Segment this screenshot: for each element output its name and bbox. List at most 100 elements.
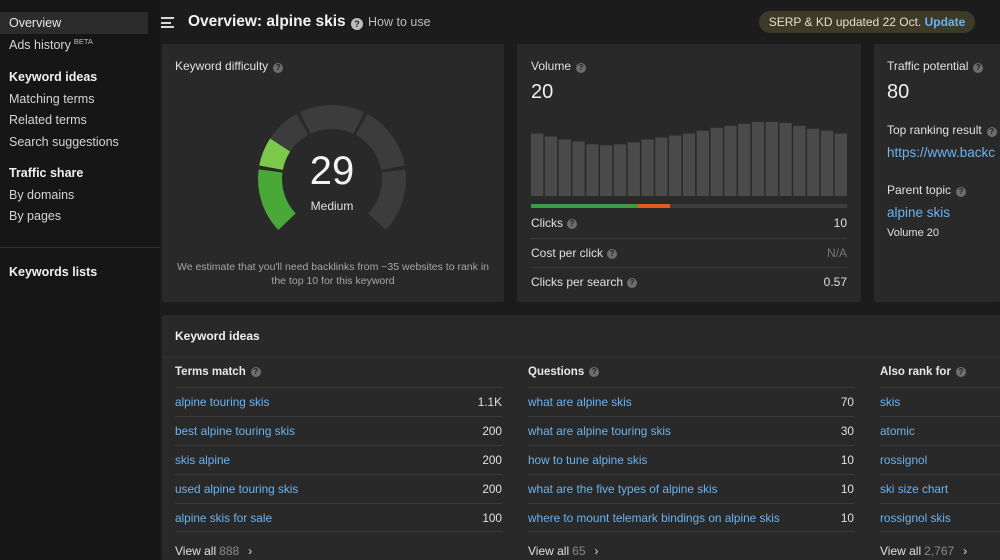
table-row: how to tune alpine skis 10	[528, 445, 854, 474]
keyword-volume: 10	[840, 453, 854, 467]
keyword-link[interactable]: where to mount telemark bindings on alpi…	[528, 511, 780, 525]
tp-label: Traffic potential?	[887, 59, 984, 73]
keyword-link[interactable]: how to tune alpine skis	[528, 453, 648, 467]
also-rank-for-heading: Also rank for?	[880, 366, 966, 378]
questions-help-icon[interactable]: ?	[589, 366, 600, 377]
clicks-help-icon[interactable]: ?	[567, 218, 577, 229]
keyword-volume: 70	[840, 395, 854, 409]
kd-rating: Medium	[310, 199, 354, 213]
update-status-text: SERP & KD updated 22 Oct.	[768, 15, 922, 29]
volume-label-text: Volume	[531, 59, 572, 73]
cpc-label: Cost per click?	[531, 246, 618, 260]
volume-trend-bar	[765, 121, 778, 196]
keyword-ideas-card: Keyword ideas Terms match? alpine tourin…	[162, 315, 1000, 560]
keyword-link[interactable]: used alpine touring skis	[175, 482, 299, 496]
volume-trend-bar	[641, 139, 654, 196]
menu-icon[interactable]	[161, 17, 174, 28]
gauge-segment-empty	[270, 113, 309, 153]
volume-trend-bar	[586, 144, 599, 196]
parent-topic-link[interactable]: alpine skis	[887, 205, 951, 220]
keyword-link[interactable]: best alpine touring skis	[175, 424, 296, 438]
keyword-volume: 200	[482, 424, 502, 438]
cpc-help-icon[interactable]: ?	[607, 248, 618, 259]
kd-help-icon[interactable]: ?	[273, 63, 284, 73]
cpc-value: N/A	[826, 246, 847, 260]
how-to-use-link[interactable]: ? How to use	[351, 15, 431, 30]
table-row: what are alpine touring skis 30	[528, 416, 854, 445]
table-row: skis	[880, 387, 1000, 416]
clicks-value: 10	[833, 216, 847, 230]
keyword-volume: 100	[482, 511, 502, 525]
sidebar-item-search-suggestions[interactable]: Search suggestions	[9, 135, 119, 149]
top-ranking-url[interactable]: https://www.backc	[887, 145, 996, 160]
tp-help-icon[interactable]: ?	[973, 63, 984, 73]
top-ranking-label: Top ranking result?	[887, 123, 997, 137]
keyword-link[interactable]: rossignol	[880, 453, 928, 467]
parent-topic-help-icon[interactable]: ?	[956, 187, 967, 197]
view-all-also-rank-for-link[interactable]: View all 2,767 ›	[880, 544, 968, 558]
volume-trend-bar	[627, 142, 640, 196]
help-icon: ?	[351, 18, 363, 30]
keyword-link[interactable]: ski size chart	[880, 482, 949, 496]
sidebar-item-keywords-lists[interactable]: Keywords lists	[9, 265, 98, 279]
terms-match-heading: Terms match?	[175, 366, 261, 378]
gauge-segment-filled	[258, 169, 297, 230]
tp-label-text: Traffic potential	[887, 59, 969, 73]
sidebar-divider	[0, 247, 160, 248]
cps-help-icon[interactable]: ?	[627, 277, 638, 288]
parent-topic-volume: Volume 20	[887, 227, 939, 239]
volume-trend-bar	[738, 123, 751, 196]
volume-help-icon[interactable]: ?	[576, 63, 587, 73]
also-rank-for-help-icon[interactable]: ?	[955, 366, 966, 377]
kd-value: 29	[309, 149, 355, 193]
beta-badge: BETA	[73, 37, 93, 46]
sidebar-item-related-terms[interactable]: Related terms	[9, 113, 87, 127]
terms-match-help-icon[interactable]: ?	[250, 366, 261, 377]
sidebar-item-by-domains[interactable]: By domains	[9, 188, 75, 202]
sidebar-item-ads-history[interactable]: Ads history BETA	[9, 37, 93, 52]
keyword-link[interactable]: what are alpine skis	[528, 395, 632, 409]
kd-label-text: Keyword difficulty	[175, 59, 269, 73]
volume-trend-bar	[531, 133, 544, 196]
keyword-link[interactable]: alpine skis for sale	[175, 511, 273, 525]
keyword-volume: 200	[482, 482, 502, 496]
keyword-link[interactable]: skis	[880, 395, 901, 409]
volume-trend-bar	[820, 130, 834, 196]
view-all-questions-link[interactable]: View all 65 ›	[528, 544, 599, 558]
view-all-terms-match-link[interactable]: View all 888 ›	[175, 544, 253, 558]
cps-value: 0.57	[823, 275, 847, 289]
clicks-distribution-bar	[531, 204, 847, 208]
keyword-link[interactable]: what are alpine touring skis	[528, 424, 671, 438]
questions-heading: Questions?	[528, 366, 600, 378]
table-row: rossignol skis	[880, 503, 1000, 532]
ads-history-label: Ads history	[9, 38, 71, 52]
keyword-link[interactable]: rossignol skis	[880, 511, 951, 525]
keyword-link[interactable]: alpine touring skis	[175, 395, 270, 409]
sidebar-item-matching-terms[interactable]: Matching terms	[9, 92, 95, 106]
keyword-volume: 30	[840, 424, 854, 438]
sidebar-item-by-pages[interactable]: By pages	[9, 209, 62, 223]
table-row: rossignol	[880, 445, 1000, 474]
sidebar-item-overview[interactable]: Overview	[0, 12, 148, 34]
volume-trend-bar	[779, 122, 792, 196]
keyword-link[interactable]: skis alpine	[175, 453, 231, 467]
gauge-segment-empty	[355, 113, 405, 171]
kd-label: Keyword difficulty?	[175, 59, 284, 73]
keyword-link[interactable]: what are the five types of alpine skis	[528, 482, 718, 496]
keyword-ideas-divider	[162, 357, 1000, 358]
cps-label: Clicks per search?	[531, 275, 638, 289]
sidebar: Overview Ads history BETA Keyword ideas M…	[0, 0, 160, 560]
volume-trend-bar	[682, 133, 696, 196]
volume-card: Volume? 20 Clicks? 10 Cost per click? N/…	[517, 44, 861, 302]
gauge-segment-empty	[300, 105, 364, 135]
volume-trend-bar	[751, 121, 765, 196]
top-ranking-label-text: Top ranking result	[887, 123, 982, 137]
sidebar-heading-keyword-ideas: Keyword ideas	[9, 70, 98, 84]
table-row: what are alpine skis 70	[528, 387, 854, 416]
keyword-link[interactable]: atomic	[880, 424, 915, 438]
volume-value: 20	[531, 81, 554, 103]
volume-trend-bar	[613, 144, 627, 196]
update-link[interactable]: Update	[924, 15, 966, 29]
top-ranking-help-icon[interactable]: ?	[986, 127, 997, 137]
keyword-volume: 1.1K	[477, 395, 502, 409]
